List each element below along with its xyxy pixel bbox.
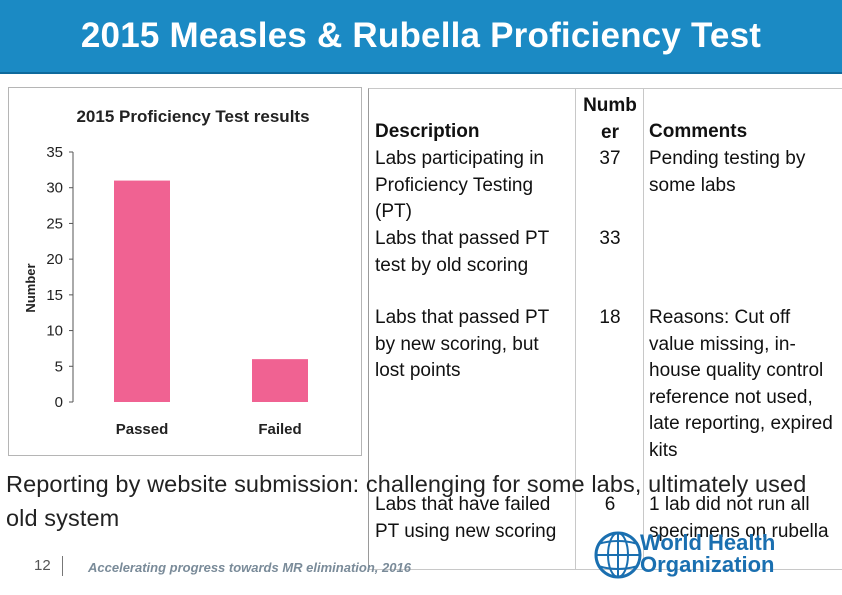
bar-passed (114, 180, 170, 402)
bar-failed (252, 359, 308, 402)
y-tick-label: 20 (46, 251, 63, 268)
who-emblem-icon (594, 531, 642, 579)
row-4-number: 6 (604, 494, 616, 515)
chart-title: 2015 Proficiency Test results (76, 107, 309, 126)
row-4-description: Labs that have failed PT using new scori… (375, 494, 557, 542)
row-1-description: Labs participating in Proficiency Testin… (375, 148, 544, 222)
y-tick-label: 10 (46, 323, 63, 340)
y-tick-label: 5 (55, 358, 63, 375)
bar-chart: 2015 Proficiency Test results Number 0 5 10 1… (8, 87, 362, 456)
results-table: Description Numb er Comments Labs partici… (368, 88, 842, 570)
footer-text: Accelerating progress towards MR elimina… (88, 560, 411, 575)
x-tick-label: Failed (258, 421, 301, 438)
y-tick-label: 30 (46, 180, 63, 197)
y-tick-label: 0 (55, 394, 63, 411)
row-3-comments: Reasons: Cut off value missing, in-house… (649, 307, 833, 461)
row-2-description: Labs that passed PT test by old scoring (375, 228, 549, 276)
table-divider (643, 89, 644, 569)
y-tick-label: 25 (46, 215, 63, 232)
table-divider (575, 89, 576, 569)
y-axis-label: Number (23, 263, 38, 312)
y-tick-label: 15 (46, 287, 63, 304)
row-3-description: Labs that passed PT by new scoring, but … (375, 307, 549, 381)
row-1-number: 37 (599, 148, 621, 169)
table-divider (369, 569, 842, 570)
header-comments: Comments (649, 121, 748, 142)
page-number: 12 (34, 557, 51, 574)
header-number: Numb er (583, 95, 637, 143)
x-tick-label: Passed (116, 421, 169, 438)
title-bar: 2015 Measles & Rubella Proficiency Test (0, 0, 842, 74)
reporting-note: Reporting by website submission: challen… (6, 471, 807, 531)
who-logo-text: World Health Organization (640, 530, 776, 577)
row-1-comments: Pending testing by some labs (649, 148, 806, 196)
bar-chart-svg: 2015 Proficiency Test results Number 0 5 10 1… (23, 107, 310, 438)
row-3-number: 18 (599, 307, 621, 328)
row-2-number: 33 (599, 228, 621, 249)
row-4-comments: 1 lab did not run all specimens on rubel… (649, 494, 829, 542)
footer-separator (62, 556, 63, 576)
slide-title: 2015 Measles & Rubella Proficiency Test (80, 16, 762, 55)
y-tick-label: 35 (46, 144, 63, 161)
header-description: Description (375, 121, 480, 142)
